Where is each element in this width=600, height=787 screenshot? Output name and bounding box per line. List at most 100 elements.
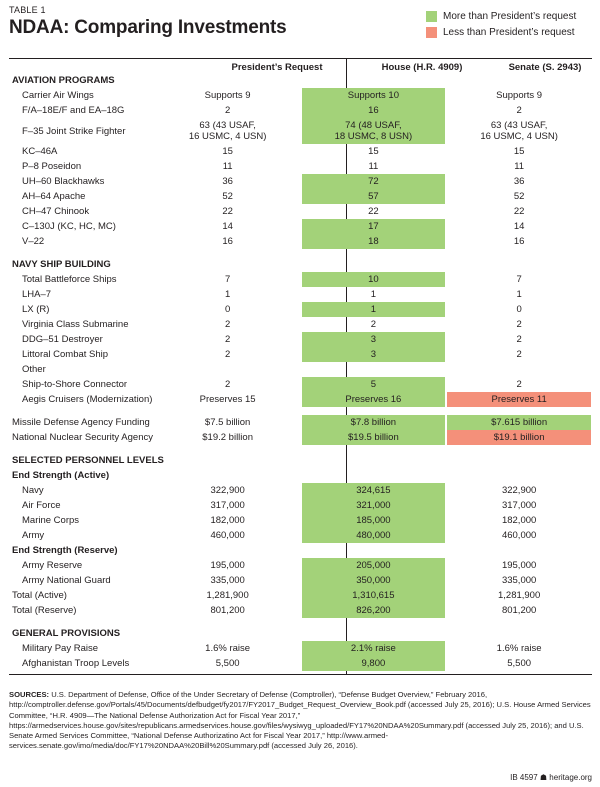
spacer-row [9, 445, 592, 453]
table-row: DDG–51 Destroyer 2 3 2 [9, 332, 592, 347]
subsection-row: End Strength (Active) [9, 468, 592, 483]
spacer-row [9, 618, 592, 626]
row-label: DDG–51 Destroyer [22, 334, 103, 345]
president-value: 195,000 [210, 560, 245, 571]
senate-value: 15 [513, 146, 525, 157]
president-cell: 22 [155, 204, 301, 219]
house-cell: 16 [301, 103, 447, 118]
table-row: V–22 16 18 16 [9, 234, 592, 249]
senate-value: Supports 9 [496, 90, 543, 101]
president-value: 1,281,900 [206, 590, 249, 601]
president-value: 15 [222, 146, 233, 157]
senate-value: 2 [516, 319, 522, 330]
table-row: Air Force 317,000 321,000 317,000 [9, 498, 592, 513]
senate-cell: 2 [446, 332, 592, 347]
section-heading: NAVY SHIP BUILDING [12, 259, 111, 270]
senate-value: 11 [514, 161, 525, 172]
senate-cell: 322,900 [446, 483, 592, 498]
section-row: GENERAL PROVISIONS [9, 626, 592, 641]
row-label: LX (R) [22, 304, 50, 315]
house-cell: $19.5 billion [301, 430, 447, 445]
row-label: LHA–7 [22, 289, 52, 300]
house-value: 3 [301, 332, 446, 347]
sources-label: SOURCES: [9, 690, 50, 699]
spacer-cell [9, 249, 592, 257]
house-cell: 3 [301, 332, 447, 347]
president-value: 2 [224, 379, 231, 390]
row-label: Ship-to-Shore Connector [22, 379, 128, 390]
senate-cell: 16 [446, 234, 592, 249]
president-cell: 7 [155, 272, 301, 287]
senate-value: 460,000 [501, 530, 537, 541]
legend-label-less: Less than President’s request [443, 26, 575, 38]
president-value: 335,000 [210, 575, 245, 586]
senate-cell: $19.1 billion [446, 430, 592, 445]
president-cell: 317,000 [155, 498, 301, 513]
senate-value: 5,500 [507, 658, 532, 669]
row-label: AH–64 Apache [22, 191, 86, 202]
house-value: 1,310,615 [301, 588, 446, 603]
senate-cell: 460,000 [446, 528, 592, 543]
president-cell: 801,200 [155, 603, 301, 618]
senate-cell: 1 [446, 287, 592, 302]
house-cell: 324,615 [301, 483, 447, 498]
house-value: 205,000 [301, 558, 446, 573]
president-cell: 460,000 [155, 528, 301, 543]
legend-item-more: More than President’s request [426, 9, 576, 23]
house-value: 1 [301, 302, 446, 317]
row-label: Marine Corps [22, 515, 80, 526]
house-value: 3 [301, 347, 446, 362]
legend-item-less: Less than President’s request [426, 25, 576, 39]
president-cell: 1,281,900 [155, 588, 301, 603]
senate-value: $7.615 billion [447, 415, 591, 430]
president-value: 317,000 [210, 500, 245, 511]
row-label: Army Reserve [22, 560, 83, 571]
table-row: Other [9, 362, 592, 377]
senate-value: 2 [516, 105, 522, 116]
senate-cell: 317,000 [446, 498, 592, 513]
house-value: 5 [301, 377, 446, 392]
section-row: NAVY SHIP BUILDING [9, 257, 592, 272]
house-cell: 5 [301, 377, 447, 392]
house-cell: 15 [301, 144, 447, 159]
president-value: 2 [224, 105, 231, 116]
section-row: AVIATION PROGRAMS [9, 73, 592, 88]
house-cell: 18 [301, 234, 447, 249]
president-value: 16 [222, 236, 233, 247]
house-value: 2.1% raise [301, 641, 446, 656]
house-cell: 11 [301, 159, 447, 174]
house-cell: $7.8 billion [301, 415, 447, 430]
column-header-president: President’s Request [231, 62, 323, 73]
president-value: 0 [224, 304, 231, 315]
house-cell: 3 [301, 347, 447, 362]
senate-cell: 2 [446, 103, 592, 118]
senate-cell: $7.615 billion [446, 415, 592, 430]
sources-note: SOURCES: U.S. Department of Defense, Off… [9, 690, 592, 752]
table-row: National Nuclear Security Agency $19.2 bi… [9, 430, 592, 445]
senate-value: 1 [516, 289, 522, 300]
top-rule [9, 58, 592, 59]
senate-value: 16 [513, 236, 525, 247]
senate-cell: 11 [446, 159, 592, 174]
row-label: Afghanistan Troop Levels [22, 658, 130, 669]
president-value: 1.6% raise [205, 643, 251, 654]
row-label: National Nuclear Security Agency [12, 432, 153, 443]
president-value: 5,500 [215, 658, 240, 669]
senate-value: $19.1 billion [447, 430, 591, 445]
president-value: 52 [222, 191, 233, 202]
row-label: V–22 [22, 236, 45, 247]
house-column-divider [346, 58, 347, 674]
subsection-heading: End Strength (Reserve) [12, 545, 118, 556]
table-row: Army National Guard 335,000 350,000 335,000 [9, 573, 592, 588]
column-header-house: House (H.R. 4909) [381, 62, 463, 73]
row-label: Army National Guard [22, 575, 111, 586]
senate-cell: 2 [446, 377, 592, 392]
president-cell: 195,000 [155, 558, 301, 573]
house-value: Preserves 16 [301, 392, 446, 407]
table-row: P–8 Poseidon 11 11 11 [9, 159, 592, 174]
row-label: F–35 Joint Strike Fighter [22, 125, 126, 137]
house-cell: Preserves 16 [301, 392, 447, 407]
house-cell: 1 [301, 287, 447, 302]
table-row: Total (Reserve) 801,200 826,200 801,200 [9, 603, 592, 618]
table-row: Carrier Air Wings Supports 9 Supports 10 Su… [9, 88, 592, 103]
